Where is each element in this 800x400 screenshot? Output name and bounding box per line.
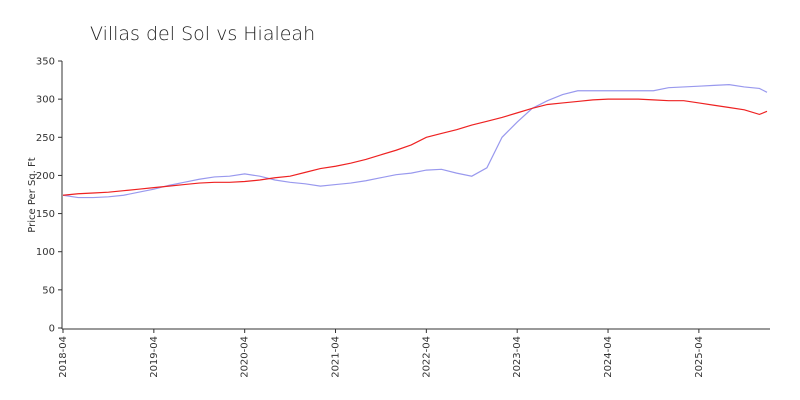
y-tick-label: 50 xyxy=(42,285,55,296)
y-tick-label: 200 xyxy=(36,171,55,182)
x-tick-label: 2021-04 xyxy=(331,336,342,378)
y-tick-label: 150 xyxy=(36,209,55,220)
x-tick-label: 2019-04 xyxy=(149,336,160,378)
x-tick-label: 2018-04 xyxy=(58,336,69,378)
x-tick-label: 2025-04 xyxy=(694,336,705,378)
y-axis-label: Price Per Sq. Ft xyxy=(27,157,38,232)
series-line xyxy=(62,84,768,199)
series-line xyxy=(62,98,768,196)
y-tick-label: 300 xyxy=(36,95,55,106)
x-tick-label: 2023-04 xyxy=(512,336,523,378)
x-tick-label: 2022-04 xyxy=(421,336,432,378)
y-tick-label: 100 xyxy=(36,247,55,258)
chart-title: Villas del Sol vs Hialeah xyxy=(90,23,315,45)
x-tick-label: 2024-04 xyxy=(603,336,614,378)
y-tick-label: 250 xyxy=(36,133,55,144)
x-tick-label: 2020-04 xyxy=(240,336,251,378)
y-tick-label: 350 xyxy=(36,57,55,68)
y-tick-label: 0 xyxy=(49,324,55,335)
